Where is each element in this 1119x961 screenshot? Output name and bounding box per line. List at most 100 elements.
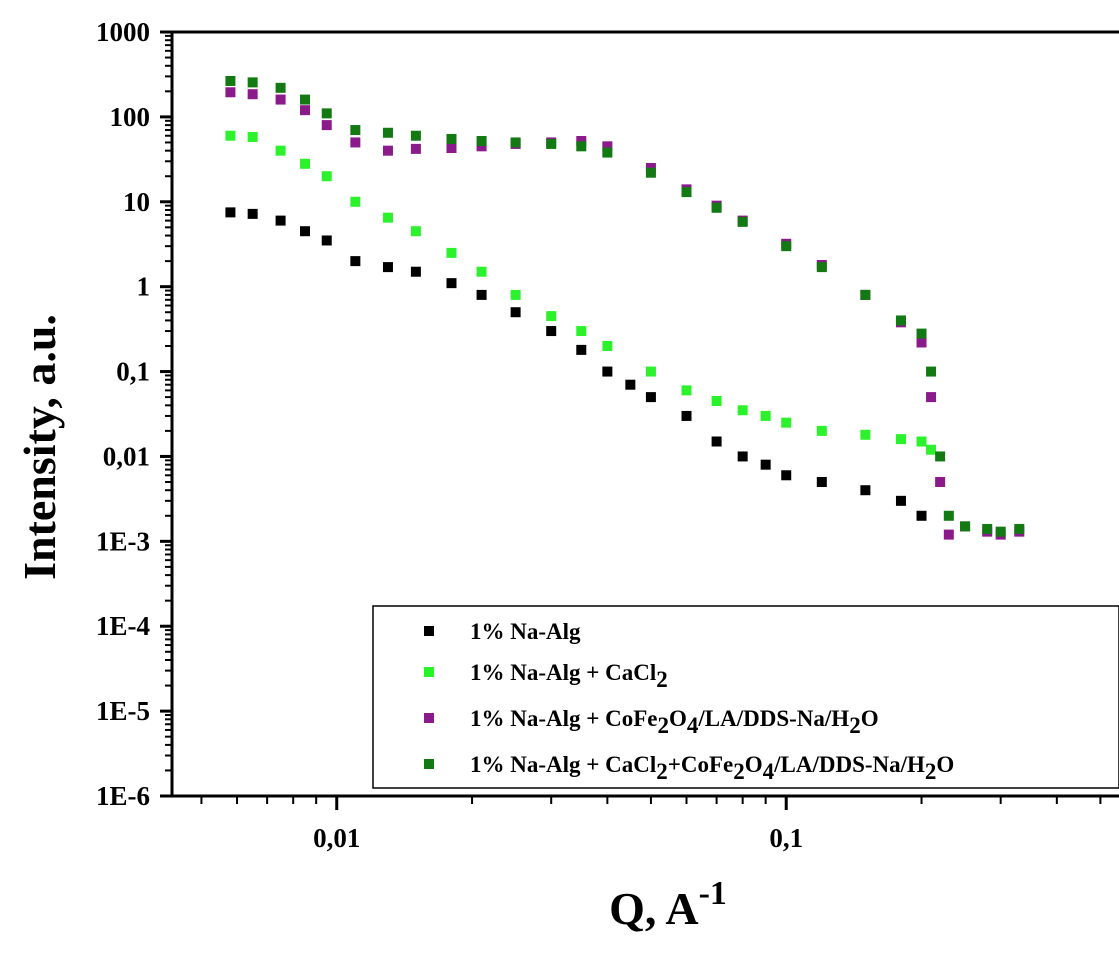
y-tick-label: 1E-4 — [96, 611, 150, 641]
data-point — [247, 77, 258, 88]
y-tick-label: 1E-3 — [96, 526, 150, 556]
series-4 — [225, 75, 1025, 537]
data-point — [476, 135, 487, 146]
data-point — [602, 141, 613, 152]
data-point — [816, 476, 827, 487]
y-tick-label: 1 — [137, 272, 151, 302]
data-point — [446, 133, 457, 144]
data-point — [1014, 523, 1025, 534]
data-point — [321, 120, 332, 131]
x-tick-label: 0,01 — [313, 823, 360, 853]
data-point — [860, 485, 871, 496]
data-point — [410, 143, 421, 154]
legend-marker — [424, 626, 434, 636]
data-point — [681, 410, 692, 421]
data-point — [576, 135, 587, 146]
data-point — [737, 405, 748, 416]
data-point — [300, 94, 311, 105]
data-point — [816, 425, 827, 436]
data-point — [926, 392, 937, 403]
data-point — [382, 262, 393, 273]
legend-marker — [424, 713, 434, 723]
data-point — [382, 212, 393, 223]
data-point — [760, 410, 771, 421]
data-point — [681, 187, 692, 198]
series-1 — [225, 207, 927, 521]
data-point — [247, 131, 258, 142]
data-point — [943, 529, 954, 540]
data-point — [943, 510, 954, 521]
axis-titles: Intensity, a.u. Q, A-1 — [14, 314, 727, 934]
data-point — [576, 326, 587, 337]
data-point — [916, 328, 927, 339]
y-axis-title: Intensity, a.u. — [14, 314, 65, 580]
data-point — [410, 226, 421, 237]
data-point — [382, 127, 393, 138]
x-axis-title: Q, A-1 — [609, 875, 727, 934]
axes: 1000 100 10 1 0,1 0,01 1E-3 1E-4 1E-5 1E-6 0,01 0,1 — [96, 17, 1119, 853]
data-point — [645, 366, 656, 377]
data-point — [476, 266, 487, 277]
data-point — [275, 94, 286, 105]
legend: 1% Na-Alg 1% Na-Alg + CaCl2 1% Na-Alg + Co… — [372, 605, 1119, 789]
data-point — [382, 145, 393, 156]
data-point — [935, 451, 946, 462]
data-point — [247, 208, 258, 219]
data-point — [916, 436, 927, 447]
data-point — [860, 289, 871, 300]
data-point — [225, 75, 236, 86]
data-layer — [225, 75, 1025, 540]
y-tick-label: 10 — [123, 187, 150, 217]
y-tick-label: 0,1 — [116, 357, 150, 387]
data-point — [926, 366, 937, 377]
data-point — [576, 141, 587, 152]
data-point — [645, 392, 656, 403]
data-point — [860, 429, 871, 440]
data-point — [602, 366, 613, 377]
data-point — [446, 247, 457, 258]
legend-marker — [424, 667, 434, 677]
data-point — [410, 130, 421, 141]
data-point — [681, 385, 692, 396]
data-point — [781, 417, 792, 428]
data-point — [410, 266, 421, 277]
data-point — [935, 476, 946, 487]
data-point — [350, 137, 361, 148]
data-point — [510, 289, 521, 300]
data-point — [225, 130, 236, 141]
data-point — [275, 145, 286, 156]
data-point — [576, 344, 587, 355]
data-point — [645, 167, 656, 178]
data-point — [625, 379, 636, 390]
data-point — [247, 89, 258, 100]
data-point — [275, 215, 286, 226]
data-point — [350, 125, 361, 136]
y-tick-label: 1000 — [96, 17, 150, 47]
data-point — [995, 526, 1006, 537]
data-point — [711, 436, 722, 447]
data-point — [510, 307, 521, 318]
legend-label: 1% Na-Alg + CaCl2 — [470, 660, 668, 692]
data-point — [225, 207, 236, 218]
series-3 — [225, 87, 1025, 540]
data-point — [321, 108, 332, 119]
data-point — [476, 141, 487, 152]
data-point — [510, 137, 521, 148]
legend-box — [372, 605, 1119, 789]
data-point — [895, 434, 906, 445]
data-point — [476, 289, 487, 300]
data-point — [350, 256, 361, 267]
data-point — [350, 196, 361, 207]
legend-label: 1% Na-Alg — [470, 619, 581, 644]
data-point — [781, 241, 792, 252]
data-point — [926, 444, 937, 455]
data-point — [895, 495, 906, 506]
data-point — [781, 470, 792, 481]
data-point — [225, 87, 236, 98]
data-point — [816, 262, 827, 273]
data-point — [737, 451, 748, 462]
data-point — [602, 341, 613, 352]
legend-label: 1% Na-Alg + CoFe2O4/LA/DDS-Na/H2O — [470, 706, 879, 738]
